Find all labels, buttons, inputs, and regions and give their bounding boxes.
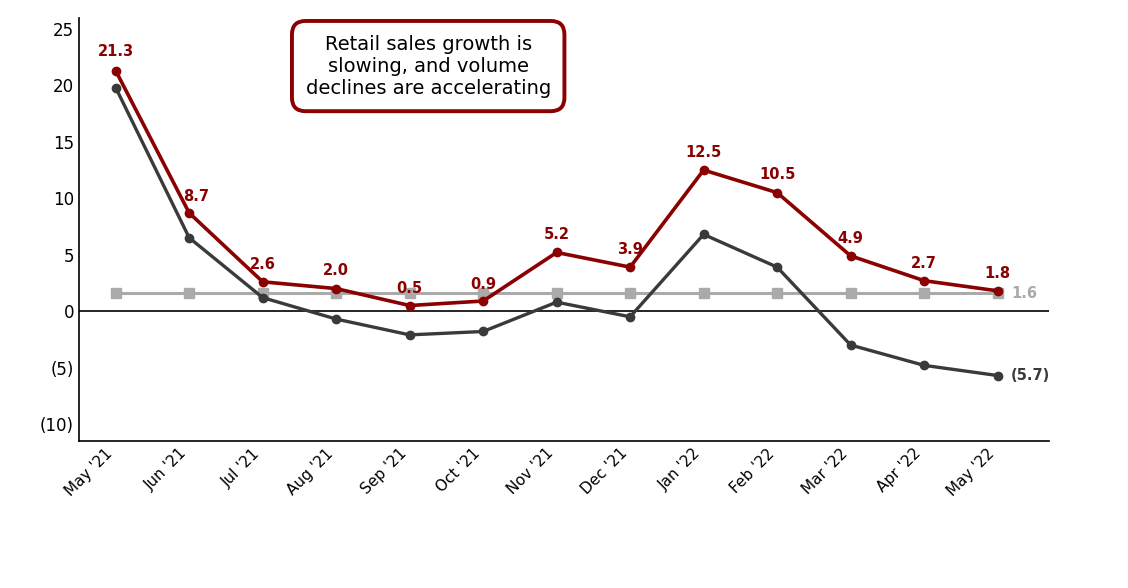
Volume [990,372,1004,379]
Volume [770,263,784,270]
Text: 0.5: 0.5 [397,282,423,296]
Value (Monthly Labels Shown) [549,249,563,256]
Volume [109,84,123,91]
Text: 2.6: 2.6 [249,256,275,272]
Text: (5.7): (5.7) [1011,368,1050,383]
Value Average Preceding 12 Months [990,289,1004,296]
Volume [624,313,637,320]
Value (Monthly Labels Shown) [329,285,343,292]
Value (Monthly Labels Shown) [844,252,857,259]
Volume [329,316,343,323]
Value (Monthly Labels Shown) [403,302,416,309]
Value Average Preceding 12 Months [403,289,416,296]
Value Average Preceding 12 Months [917,289,931,296]
Text: 5.2: 5.2 [544,228,570,242]
Text: 12.5: 12.5 [686,145,722,160]
Text: 1.8: 1.8 [985,266,1011,280]
Text: 10.5: 10.5 [759,168,795,182]
Line: Value Average Preceding 12 Months: Value Average Preceding 12 Months [111,288,1003,298]
Line: Value (Monthly Labels Shown): Value (Monthly Labels Shown) [112,66,1002,310]
Value (Monthly Labels Shown) [697,166,711,173]
Value Average Preceding 12 Months [256,289,270,296]
Value Average Preceding 12 Months [549,289,563,296]
Volume [256,294,270,301]
Line: Volume: Volume [112,83,1002,380]
Value Average Preceding 12 Months [697,289,711,296]
Value (Monthly Labels Shown) [990,288,1004,295]
Value Average Preceding 12 Months [183,289,196,296]
Value (Monthly Labels Shown) [476,298,490,305]
Text: 21.3: 21.3 [98,45,134,59]
Text: Retail sales growth is
slowing, and volume
declines are accelerating: Retail sales growth is slowing, and volu… [306,35,550,98]
Value (Monthly Labels Shown) [770,189,784,196]
Volume [917,362,931,369]
Value Average Preceding 12 Months [770,289,784,296]
Text: 2.0: 2.0 [324,263,350,279]
Value (Monthly Labels Shown) [183,209,196,216]
Text: 8.7: 8.7 [184,189,210,204]
Value (Monthly Labels Shown) [917,277,931,284]
Text: 2.7: 2.7 [911,256,937,270]
Value Average Preceding 12 Months [109,289,123,296]
Value (Monthly Labels Shown) [109,67,123,74]
Volume [403,332,416,339]
Value (Monthly Labels Shown) [256,278,270,285]
Text: 1.6: 1.6 [1011,286,1037,301]
Value Average Preceding 12 Months [476,289,490,296]
Value Average Preceding 12 Months [624,289,637,296]
Value Average Preceding 12 Months [329,289,343,296]
Text: 0.9: 0.9 [470,277,496,292]
Value Average Preceding 12 Months [844,289,857,296]
Volume [844,342,857,349]
Volume [183,234,196,241]
Text: 4.9: 4.9 [838,230,864,246]
Value (Monthly Labels Shown) [624,263,637,270]
Volume [549,299,563,306]
Text: 3.9: 3.9 [617,242,643,257]
Volume [697,231,711,238]
Volume [476,328,490,335]
